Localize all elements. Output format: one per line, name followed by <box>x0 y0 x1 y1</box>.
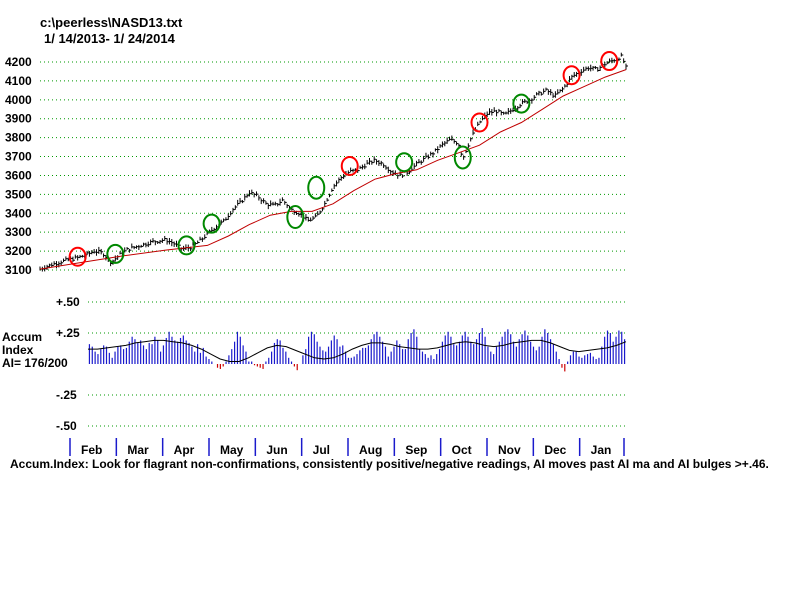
month-label: Oct <box>452 443 472 457</box>
accum-y-tick-labels: +.50 +.25 -.25 -.50 <box>56 295 80 433</box>
accum-y-tick: +.25 <box>56 326 80 340</box>
price-y-tick: 3400 <box>5 206 32 220</box>
date-range-subtitle: 1/ 14/2013- 1/ 24/2014 <box>44 31 175 46</box>
price-y-tick: 3100 <box>5 263 32 277</box>
price-y-tick: 4200 <box>5 55 32 69</box>
signal-circle-red <box>470 112 489 133</box>
signal-circle-green <box>202 213 221 234</box>
month-label: Jan <box>591 443 612 457</box>
price-y-tick: 3600 <box>5 168 32 182</box>
accum-index-bars <box>88 328 626 372</box>
accum-label: Accum <box>2 330 43 344</box>
accum-y-tick: -.50 <box>56 419 77 433</box>
signal-circle-red <box>600 51 619 72</box>
signal-circle-green <box>512 93 531 114</box>
month-label: Dec <box>544 443 566 457</box>
month-axis: Feb Mar Apr May Jun Jul Aug Sep Oct Nov Dec Jan <box>69 438 625 457</box>
month-label: Nov <box>498 443 521 457</box>
signal-circle-green <box>286 205 305 230</box>
accum-grid <box>88 301 626 427</box>
signal-circle-green <box>177 235 196 256</box>
month-label: Jul <box>313 443 330 457</box>
signal-circle-green <box>395 152 414 173</box>
month-label: Sep <box>405 443 427 457</box>
month-label: Jun <box>266 443 287 457</box>
price-grid <box>40 61 626 271</box>
month-label: Mar <box>127 443 149 457</box>
price-moving-average-line <box>39 69 627 270</box>
signal-circles <box>68 51 619 267</box>
signal-circle-red <box>340 156 359 176</box>
signal-circle-green <box>307 175 326 200</box>
price-y-tick: 3300 <box>5 225 32 239</box>
signal-circle-green <box>106 243 125 264</box>
price-bars <box>39 52 628 272</box>
index-label: Index <box>2 343 34 357</box>
footnote-text: Accum.Index: Look for flagrant non-confi… <box>10 457 769 471</box>
signal-circle-green <box>453 145 472 170</box>
price-y-tick: 4000 <box>5 93 32 107</box>
accum-moving-average-line <box>88 339 627 362</box>
accum-y-tick: -.25 <box>56 388 77 402</box>
month-label: May <box>220 443 244 457</box>
file-path-title: c:\peerless\NASD13.txt <box>40 15 183 30</box>
month-label: Apr <box>174 443 195 457</box>
month-label: Feb <box>81 443 102 457</box>
accum-y-tick: +.50 <box>56 295 80 309</box>
price-y-tick: 3900 <box>5 112 32 126</box>
price-y-tick: 3500 <box>5 187 32 201</box>
price-y-tick: 3200 <box>5 244 32 258</box>
price-y-tick: 3700 <box>5 150 32 164</box>
ai-score-label: AI= 176/200 <box>2 356 68 370</box>
signal-circle-red <box>562 65 581 86</box>
signal-circle-red <box>68 246 87 267</box>
price-y-tick: 3800 <box>5 131 32 145</box>
price-y-tick: 4100 <box>5 74 32 88</box>
price-y-tick-labels: 3100 3200 3300 3400 3500 3600 3700 3800 3900 4000… <box>5 55 32 277</box>
month-label: Aug <box>359 443 382 457</box>
